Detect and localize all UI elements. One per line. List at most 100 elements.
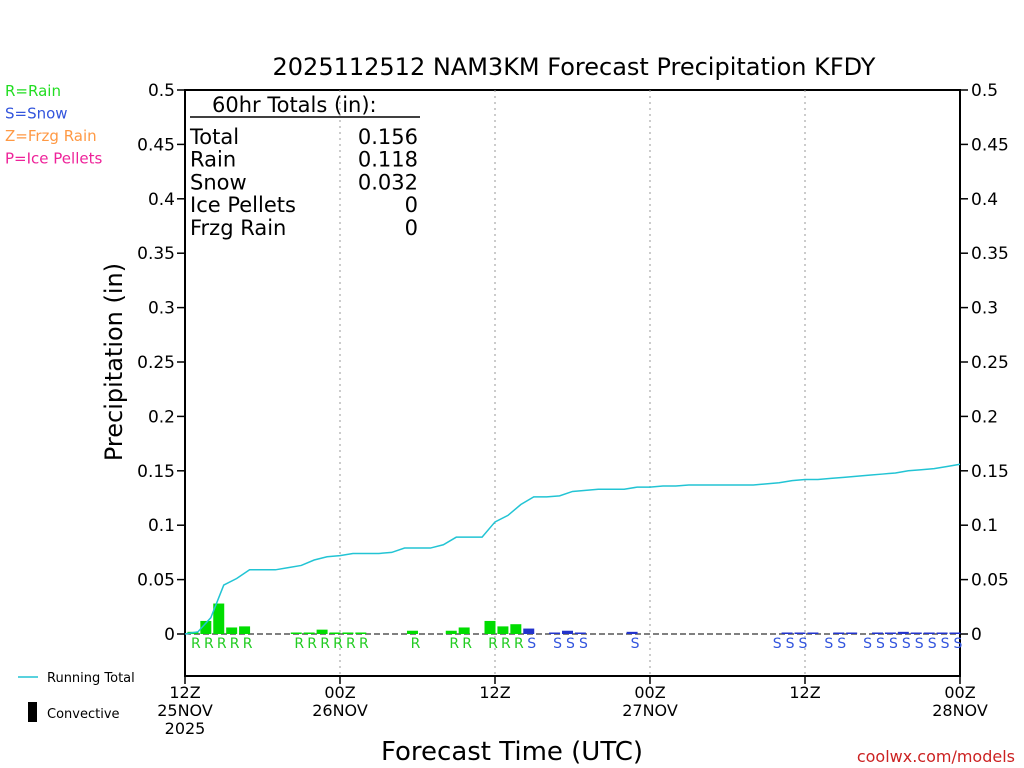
type-label-4: R <box>243 636 253 652</box>
y-tick-label-right-0: 0 <box>971 625 982 645</box>
type-label-25: S <box>824 636 833 652</box>
type-label-12: R <box>449 636 459 652</box>
legend-type-1: S=Snow <box>5 105 68 123</box>
type-label-23: S <box>786 636 795 652</box>
y-tick-label-left-9: 0.45 <box>137 135 175 155</box>
y-axis-left: 0 0.05 0.1 0.15 0.2 0.25 0.3 0.35 0.4 0.45 0.5 <box>137 81 185 645</box>
precip-bar-1 <box>200 620 212 634</box>
precip-bar-32 <box>936 632 948 634</box>
y-tick-label-right-3: 0.15 <box>971 462 1009 482</box>
type-label-21: S <box>631 636 640 652</box>
type-label-28: S <box>876 636 885 652</box>
y-tick-label-left-2: 0.1 <box>148 516 175 536</box>
precip-bar-21 <box>626 631 638 634</box>
precip-bar-33 <box>949 632 961 634</box>
x-tick-label-0-3: 2025 <box>165 719 206 738</box>
totals-label-3: Ice Pellets <box>190 193 296 217</box>
precip-bar-25 <box>833 632 845 634</box>
type-label-6: R <box>307 636 317 652</box>
precip-bar-22 <box>781 632 793 634</box>
type-label-20: S <box>579 636 588 652</box>
totals-label-4: Frzg Rain <box>190 216 286 240</box>
precip-bar-19 <box>562 630 573 634</box>
y-tick-label-right-1: 0.05 <box>971 571 1009 591</box>
type-label-14: R <box>488 636 498 652</box>
precip-bar-4 <box>239 626 251 634</box>
y-tick-label-left-10: 0.5 <box>148 81 175 101</box>
precip-bar-12 <box>445 630 457 634</box>
x-tick-label-5-1: 00Z <box>944 683 975 702</box>
legend-convective: Convective <box>47 707 120 722</box>
precip-bar-26 <box>846 632 858 634</box>
totals-value-1: 0.118 <box>358 148 418 172</box>
convective-swatch <box>28 702 37 722</box>
totals-label-1: Rain <box>190 148 236 172</box>
y-tick-label-left-5: 0.25 <box>137 353 175 373</box>
type-label-24: S <box>799 636 808 652</box>
type-label-32: S <box>928 636 937 652</box>
y-tick-label-right-7: 0.35 <box>971 244 1009 264</box>
x-tick-label-1-1: 00Z <box>324 683 355 702</box>
precip-bar-5 <box>290 632 302 634</box>
y-tick-label-right-10: 0.5 <box>971 81 998 101</box>
type-label-0: R <box>191 636 201 652</box>
y-tick-label-right-5: 0.25 <box>971 353 1009 373</box>
precip-bar-8 <box>329 632 341 634</box>
totals-label-2: Snow <box>190 170 247 194</box>
y-tick-label-left-4: 0.2 <box>148 407 175 427</box>
precip-bar-17 <box>523 628 535 634</box>
type-label-30: S <box>902 636 911 652</box>
x-gridlines <box>339 90 806 676</box>
totals-value-2: 0.032 <box>358 170 418 194</box>
precip-bar-24 <box>807 632 819 634</box>
totals-value-0: 0.156 <box>358 125 418 149</box>
type-label-18: S <box>553 636 562 652</box>
y-tick-label-right-4: 0.2 <box>971 407 998 427</box>
totals-box: 60hr Totals (in): Total 0.156 Rain 0.118 Sno… <box>189 93 420 240</box>
precip-bar-20 <box>574 632 586 634</box>
y-axis-title: Precipitation (in) <box>100 263 128 461</box>
precip-bars <box>187 603 961 634</box>
type-label-27: S <box>863 636 872 652</box>
precip-bar-3 <box>226 627 238 634</box>
type-label-10: R <box>359 636 369 652</box>
type-label-13: R <box>462 636 472 652</box>
y-tick-label-right-8: 0.4 <box>971 190 998 210</box>
type-label-34: S <box>954 636 963 652</box>
type-label-17: S <box>527 636 536 652</box>
precip-bar-14 <box>484 620 496 634</box>
precip-bar-10 <box>355 632 367 634</box>
precip-bar-27 <box>872 632 883 634</box>
precip-bar-9 <box>342 632 354 634</box>
y-tick-label-left-1: 0.05 <box>137 571 175 591</box>
legend-type-2: Z=Frzg Rain <box>5 127 97 145</box>
type-label-11: R <box>411 636 421 652</box>
x-tick-label-0-1: 12Z <box>169 683 200 702</box>
type-label-2: R <box>217 636 227 652</box>
precip-bar-29 <box>897 631 909 634</box>
type-label-31: S <box>915 636 924 652</box>
x-tick-label-0-2: 25NOV <box>157 701 213 720</box>
type-label-19: S <box>566 636 575 652</box>
precip-bar-2 <box>213 603 225 634</box>
precip-type-legend: R=Rain S=Snow Z=Frzg Rain P=Ice Pellets <box>5 82 102 168</box>
type-label-7: R <box>320 636 330 652</box>
type-label-22: S <box>773 636 782 652</box>
x-tick-label-1-2: 26NOV <box>312 701 368 720</box>
precip-bar-18 <box>549 632 561 634</box>
line-legend: Running Total Convective <box>18 671 135 722</box>
type-label-33: S <box>941 636 950 652</box>
type-label-3: R <box>230 636 240 652</box>
type-label-1: R <box>204 636 214 652</box>
running-total-line <box>184 463 961 635</box>
y-axis-right: 0 0.05 0.1 0.15 0.2 0.25 0.3 0.35 0.4 0.45 0.5 <box>960 81 1009 645</box>
y-tick-label-right-6: 0.3 <box>971 299 998 319</box>
legend-running-total: Running Total <box>47 671 135 686</box>
type-label-26: S <box>837 636 846 652</box>
legend-type-3: P=Ice Pellets <box>5 150 102 168</box>
precip-bar-30 <box>910 632 922 634</box>
totals-value-3: 0 <box>405 193 418 217</box>
